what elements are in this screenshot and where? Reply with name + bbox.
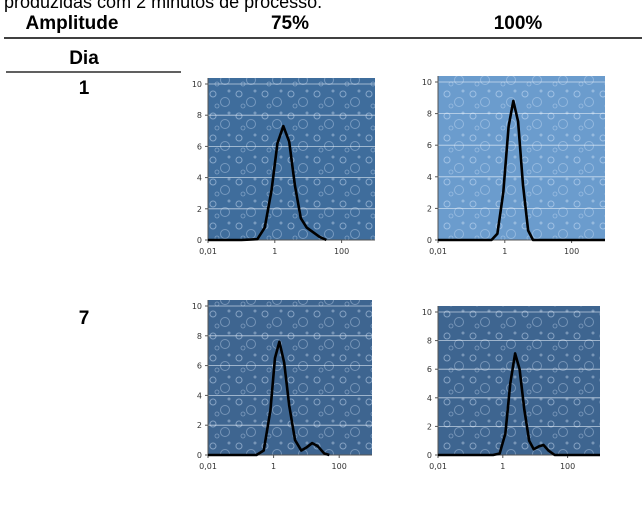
y-tick-label: 4 — [197, 391, 202, 400]
day-label: 1 — [79, 78, 90, 99]
caption: produzidas com 2 minutos de processo. — [4, 0, 322, 12]
distribution-line — [208, 340, 330, 457]
y-tick-label: 2 — [197, 205, 202, 214]
x-tick-label: 0,01 — [199, 462, 217, 471]
distribution-line — [438, 99, 605, 242]
x-tick-label: 0,01 — [199, 247, 217, 256]
y-tick-label: 6 — [197, 142, 202, 151]
y-tick-label: 2 — [427, 204, 432, 213]
x-tick-label: 1 — [500, 462, 505, 471]
y-tick-label: 8 — [197, 111, 202, 120]
distribution-line — [438, 352, 600, 457]
y-tick-label: 0 — [197, 236, 202, 245]
x-tick-label: 1 — [271, 462, 276, 471]
y-tick-label: 4 — [197, 174, 202, 183]
y-tick-label: 8 — [427, 337, 432, 346]
y-tick-label: 10 — [422, 308, 432, 317]
y-tick-label: 10 — [192, 302, 202, 311]
y-tick-label: 6 — [197, 362, 202, 371]
x-tick-label: 0,01 — [429, 247, 447, 256]
distribution-line — [208, 124, 327, 242]
header-amplitude: Amplitude — [26, 13, 119, 34]
subheader-dia: Dia — [69, 48, 99, 69]
micrograph-texture — [208, 300, 372, 455]
x-tick-label: 100 — [332, 462, 347, 471]
y-tick-label: 10 — [422, 78, 432, 87]
y-tick-label: 2 — [427, 422, 432, 431]
chart: 0 2 4 6 8 10 0,01 1 100 — [422, 76, 605, 256]
x-tick-label: 100 — [334, 247, 349, 256]
y-tick-label: 2 — [197, 421, 202, 430]
y-tick-label: 8 — [427, 110, 432, 119]
day-label: 7 — [79, 308, 90, 329]
header-100: 100% — [494, 13, 543, 34]
y-tick-label: 6 — [427, 365, 432, 374]
y-tick-label: 6 — [427, 141, 432, 150]
y-tick-label: 8 — [197, 332, 202, 341]
y-tick-label: 0 — [427, 236, 432, 245]
x-tick-label: 100 — [560, 462, 575, 471]
chart: 0 2 4 6 8 10 0,01 1 100 — [422, 306, 600, 471]
y-tick-label: 4 — [427, 394, 432, 403]
x-tick-label: 100 — [564, 247, 579, 256]
x-tick-label: 1 — [502, 247, 507, 256]
y-tick-label: 0 — [427, 451, 432, 460]
chart: 0 2 4 6 8 10 0,01 1 100 — [192, 300, 372, 471]
y-tick-label: 10 — [192, 80, 202, 89]
chart: 0 2 4 6 8 10 0,01 1 100 — [192, 78, 375, 256]
micrograph-texture — [438, 306, 600, 455]
x-tick-label: 1 — [272, 247, 277, 256]
x-tick-label: 0,01 — [429, 462, 447, 471]
y-tick-label: 4 — [427, 173, 432, 182]
header-75: 75% — [271, 13, 309, 34]
y-tick-label: 0 — [197, 451, 202, 460]
